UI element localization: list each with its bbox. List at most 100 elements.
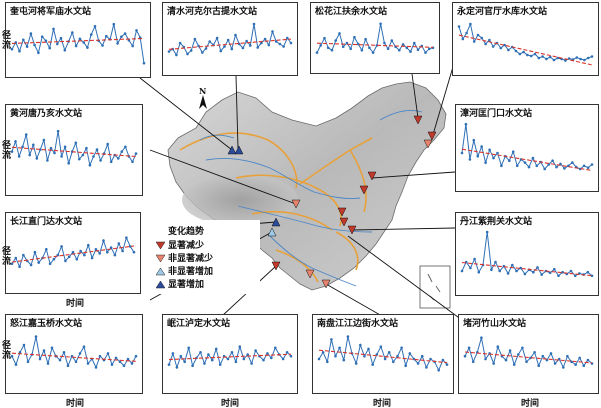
data-point [500,164,503,168]
data-point [38,357,42,361]
data-point [541,354,545,358]
data-point [134,354,138,358]
series-line [11,24,145,64]
data-point [82,345,86,348]
data-point [191,364,194,367]
data-point [87,243,90,247]
data-point [193,37,197,41]
chart-title: 岷江泸定水文站 [167,319,231,329]
data-point [199,351,202,354]
data-point [484,42,487,46]
data-point [492,362,495,365]
data-point [353,35,356,39]
data-point [124,145,127,149]
data-point [270,356,273,360]
data-point [387,351,391,354]
data-point [112,22,116,26]
data-point [10,262,14,266]
data-point [18,265,21,268]
station-marker-nanpan [321,279,331,289]
data-point [71,31,74,34]
data-point [445,363,449,366]
station-marker-yellow-tangnaihai [291,199,301,209]
data-point [242,357,246,361]
data-point [263,37,267,41]
legend-label: 显著减少 [168,241,205,251]
chart-title: 堵河竹山水文站 [463,319,527,329]
data-point [548,55,552,59]
data-point [234,33,237,37]
data-point [14,140,17,143]
data-point [81,153,85,157]
chart-title: 漳河匡门口水文站 [460,109,533,119]
series-line [461,231,593,277]
data-point [569,269,573,273]
data-point [37,51,40,55]
data-point [223,45,226,48]
data-point [102,239,105,242]
data-point [45,248,48,251]
station-marker-extra-3 [305,269,315,279]
data-point [48,262,52,266]
data-point [85,146,88,150]
x-axis-label: 时间 [66,399,85,408]
data-point [532,270,535,274]
data-point [22,253,25,257]
data-point [590,163,594,166]
data-point [33,43,36,47]
data-point [56,42,59,46]
data-point [398,48,401,52]
data-point [142,61,146,65]
data-point [106,352,110,355]
data-point [390,39,394,42]
data-point [586,166,590,169]
trend-line [11,37,145,44]
data-point [498,269,501,273]
data-point [533,351,536,354]
chart-panel-10: 南盘江江边街水文站 [312,314,454,394]
data-point [405,46,409,50]
data-point [541,55,544,58]
data-point [561,270,564,274]
chart-panel-3: 永定河官厅水库水文站 [452,2,599,76]
data-point [98,252,101,255]
data-point [559,162,562,166]
data-point [511,150,515,153]
chart-title: 怒江嘉玉桥水文站 [10,319,83,329]
series-line [461,124,593,170]
data-point [56,129,60,133]
data-point [363,354,366,358]
data-point [267,43,271,47]
data-point [537,56,541,60]
station-marker-extra-1 [359,185,369,195]
data-point [21,145,24,149]
data-point [118,360,122,364]
data-point [533,52,537,56]
data-point [29,32,33,35]
data-point [82,41,85,44]
data-point [120,35,123,38]
data-point [326,360,329,364]
data-point [563,167,566,170]
series-plot [167,22,293,57]
data-point [94,248,98,251]
data-point [92,155,95,158]
data-point [40,35,44,38]
data-point [488,38,491,42]
data-point [33,250,37,254]
data-point [463,354,467,358]
chart-panel-11: 堵河竹山水文站 [458,314,599,394]
data-point [338,346,341,350]
data-point [230,47,234,51]
data-point [53,151,56,155]
data-point [582,164,586,168]
data-point [127,39,131,42]
series-plot [460,230,594,278]
data-point [114,356,118,360]
data-point [274,40,278,43]
trend-line [11,352,137,362]
data-point [573,274,577,278]
legend-item-nonsignificant-increase: 非显著增加 [155,264,213,277]
data-point [579,57,582,61]
station-marker-min [271,261,281,271]
